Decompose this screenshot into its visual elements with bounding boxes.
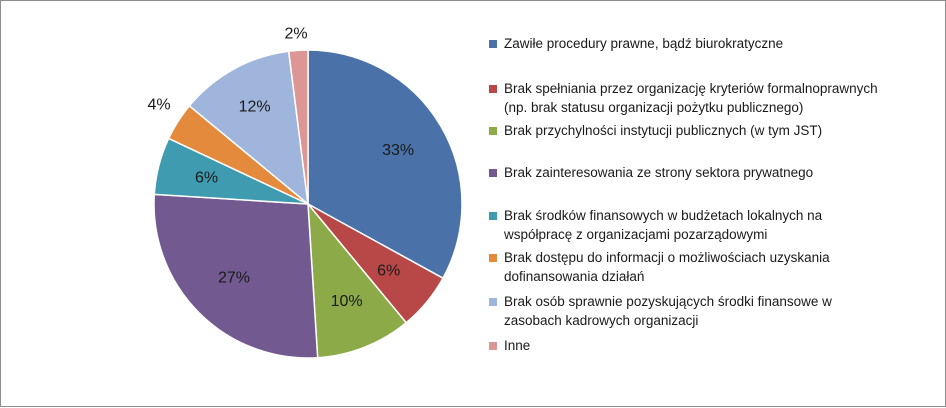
legend-item: Zawiłe procedury prawne, bądź biurokraty…: [489, 35, 929, 54]
legend-swatch: [489, 85, 497, 93]
legend-item: Brak osób sprawnie pozyskujących środki …: [489, 293, 929, 330]
pie-value-label: 6%: [377, 262, 400, 279]
pie-slices: [153, 49, 463, 359]
legend-swatch: [489, 298, 497, 306]
legend-swatch: [489, 342, 497, 350]
pie-slice: [287, 49, 309, 205]
pie-value-label: 2%: [284, 26, 307, 43]
legend-item: Brak spełniania przez organizację kryter…: [489, 80, 929, 117]
legend-label: Brak osób sprawnie pozyskujących środki …: [504, 294, 832, 328]
pie-value-label: 10%: [331, 293, 363, 310]
pie-slice: [153, 193, 319, 359]
pie-value-label: 6%: [195, 170, 218, 187]
legend-swatch: [489, 254, 497, 262]
legend-swatch: [489, 40, 497, 48]
pie-value-labels: 33% 6% 10% 27% 6% 4% 12% 2%: [147, 26, 414, 310]
legend-item: Brak dostępu do informacji o możliwościa…: [489, 249, 929, 286]
legend-label: Zawiłe procedury prawne, bądź biurokraty…: [504, 36, 784, 51]
legend-label: Brak dostępu do informacji o możliwościa…: [504, 250, 830, 284]
legend-label: Brak przychylności instytucji publicznyc…: [504, 123, 823, 138]
pie-value-label: 4%: [147, 97, 170, 114]
pie-slice: [307, 49, 463, 280]
legend-swatch: [489, 169, 497, 177]
legend-label: Inne: [504, 338, 531, 353]
legend-item: Brak przychylności instytucji publicznyc…: [489, 122, 929, 141]
pie-slice: [307, 201, 408, 359]
legend-label: Brak środków finansowych w budżetach lok…: [504, 208, 823, 242]
legend-label: Brak spełniania przez organizację kryter…: [504, 81, 878, 115]
pie-value-label: 33%: [382, 142, 414, 159]
pie-slice: [188, 50, 309, 206]
legend-item: Brak środków finansowych w budżetach lok…: [489, 207, 929, 244]
legend-swatch: [489, 212, 497, 220]
pie-value-label: 12%: [239, 98, 271, 115]
legend-item: Inne: [489, 337, 929, 356]
legend-swatch: [489, 127, 497, 135]
legend-item: Brak zainteresowania ze strony sektora p…: [489, 164, 929, 183]
pie-value-label: 27%: [218, 270, 250, 287]
legend-label: Brak zainteresowania ze strony sektora p…: [504, 165, 814, 180]
